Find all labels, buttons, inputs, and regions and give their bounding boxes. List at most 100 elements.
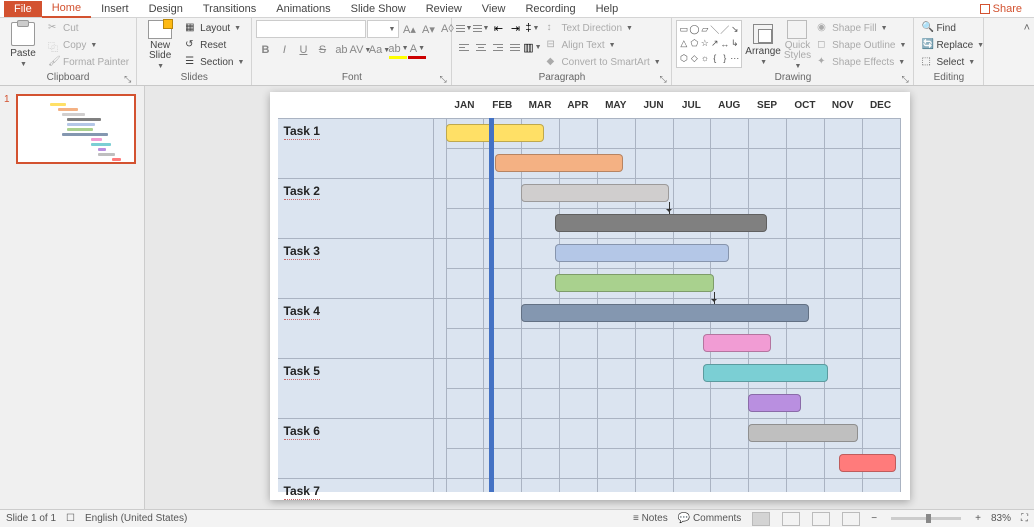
italic-button[interactable]: I [275,41,293,59]
tab-design[interactable]: Design [139,1,193,17]
tab-review[interactable]: Review [416,1,472,17]
shape-fill-button[interactable]: ◉Shape Fill▼ [814,20,909,36]
menubar: File Home Insert Design Transitions Anim… [0,0,1034,18]
bold-button[interactable]: B [256,41,274,59]
select-button[interactable]: ⬚Select▼ [918,54,987,70]
collapse-ribbon-button[interactable]: ˄ [1024,22,1030,34]
font-family-select[interactable] [256,20,366,38]
grow-font-button[interactable]: A▴ [400,20,418,38]
drawing-launcher[interactable]: ⤡ [901,74,911,84]
sorter-view-button[interactable] [782,512,800,526]
shadow-button[interactable]: ab [332,41,350,59]
normal-view-button[interactable] [752,512,770,526]
shape-gallery[interactable]: ▭◯▱＼／↘ △⬠☆↗↔↳ ⬡◇☼{}⋯ [676,20,742,68]
reading-view-button[interactable] [812,512,830,526]
strike-button[interactable]: S [313,41,331,59]
case-button[interactable]: Aa▼ [370,41,388,59]
shrink-font-button[interactable]: A▾ [419,20,437,38]
gantt-bar[interactable] [555,274,714,292]
slide-thumbnail-1[interactable] [16,94,136,164]
zoom-in-button[interactable]: + [975,513,981,524]
inc-indent-button[interactable]: ⇥ [507,20,523,36]
slide-canvas-area[interactable]: JANFEBMARAPRMAYJUNJULAUGSEPOCTNOVDEC Tas… [145,86,1034,509]
gantt-bar[interactable] [495,154,624,172]
slide-1[interactable]: JANFEBMARAPRMAYJUNJULAUGSEPOCTNOVDEC Tas… [270,92,910,500]
gantt-bar[interactable] [555,244,729,262]
format-painter-button[interactable]: 🖌Format Painter [45,54,132,70]
reset-label: Reset [200,40,226,51]
section-icon: ☰ [185,56,197,68]
today-marker [489,118,494,492]
layout-icon: ▦ [185,22,197,34]
gantt-bar[interactable] [839,454,896,472]
bullets-button[interactable]: ▼ [456,20,472,36]
dependency-arrow [714,292,715,304]
text-direction-label: Text Direction [561,23,622,34]
highlight-button[interactable]: ab▼ [389,41,407,59]
accessibility-icon[interactable]: ☐ [66,513,75,524]
ribbon-collapse: ˄ [984,18,1034,85]
month-header: DEC [862,100,900,118]
text-direction-icon: ↕ [546,22,558,34]
underline-button[interactable]: U [294,41,312,59]
columns-button[interactable]: ▥▼ [524,39,540,55]
tab-slideshow[interactable]: Slide Show [341,1,416,17]
language-status[interactable]: English (United States) [85,513,187,524]
tab-animations[interactable]: Animations [266,1,340,17]
tab-transitions[interactable]: Transitions [193,1,266,17]
align-center-button[interactable] [473,39,489,55]
zoom-out-button[interactable]: − [871,513,877,524]
tab-file[interactable]: File [4,1,42,17]
align-right-button[interactable] [490,39,506,55]
numbering-button[interactable]: ▼ [473,20,489,36]
gantt-bar[interactable] [703,334,771,352]
comments-button[interactable]: 💬 Comments [678,513,742,524]
notes-button[interactable]: ≡ Notes [633,513,668,524]
justify-button[interactable] [507,39,523,55]
tab-insert[interactable]: Insert [91,1,139,17]
gantt-bar[interactable] [446,124,544,142]
select-icon: ⬚ [921,56,933,68]
new-slide-button[interactable]: New Slide ▼ [141,20,179,70]
find-button[interactable]: 🔍Find [918,20,987,36]
text-direction-button[interactable]: ↕Text Direction▼ [543,20,663,36]
gantt-bar[interactable] [748,424,858,442]
convert-smartart-button[interactable]: ◆Convert to SmartArt▼ [543,54,663,70]
dec-indent-button[interactable]: ⇤ [490,20,506,36]
copy-button[interactable]: ⿻Copy▼ [45,37,132,53]
cut-button[interactable]: ✂Cut [45,20,132,36]
slideshow-view-button[interactable] [842,512,860,526]
align-text-button[interactable]: ⊟Align Text▼ [543,37,663,53]
section-button[interactable]: ☰Section▼ [182,54,247,70]
zoom-slider[interactable] [891,517,961,520]
reset-button[interactable]: ↺Reset [182,37,247,53]
align-left-button[interactable] [456,39,472,55]
tab-help[interactable]: Help [586,1,629,17]
shape-outline-button[interactable]: ◻Shape Outline▼ [814,37,909,53]
line-spacing-button[interactable]: ‡▼ [524,20,540,36]
tab-view[interactable]: View [472,1,516,17]
shape-effects-button[interactable]: ✦Shape Effects▼ [814,54,909,70]
gantt-bar[interactable] [703,364,828,382]
paste-button[interactable]: Paste ▼ [4,20,42,70]
gantt-bar[interactable] [521,184,669,202]
task-name: Task 5 [284,364,320,378]
fit-window-button[interactable]: ⛶ [1021,513,1028,524]
gantt-bar[interactable] [521,304,809,322]
tab-recording[interactable]: Recording [515,1,585,17]
zoom-value[interactable]: 83% [991,513,1011,524]
spacing-button[interactable]: AV▼ [351,41,369,59]
arrange-button[interactable]: Arrange▼ [745,20,781,70]
quick-styles-button[interactable]: Quick Styles▼ [784,20,811,70]
layout-button[interactable]: ▦Layout▼ [182,20,247,36]
paragraph-launcher[interactable]: ⤡ [659,74,669,84]
font-launcher[interactable]: ⤡ [439,74,449,84]
replace-button[interactable]: 🔄Replace▼ [918,37,987,53]
clipboard-launcher[interactable]: ⤡ [124,74,134,84]
tab-home[interactable]: Home [42,0,91,18]
font-size-select[interactable]: ▼ [367,20,399,38]
share-button[interactable]: Share [972,1,1030,17]
gantt-bar[interactable] [555,214,767,232]
gantt-bar[interactable] [748,394,801,412]
font-color-button[interactable]: A▼ [408,41,426,59]
